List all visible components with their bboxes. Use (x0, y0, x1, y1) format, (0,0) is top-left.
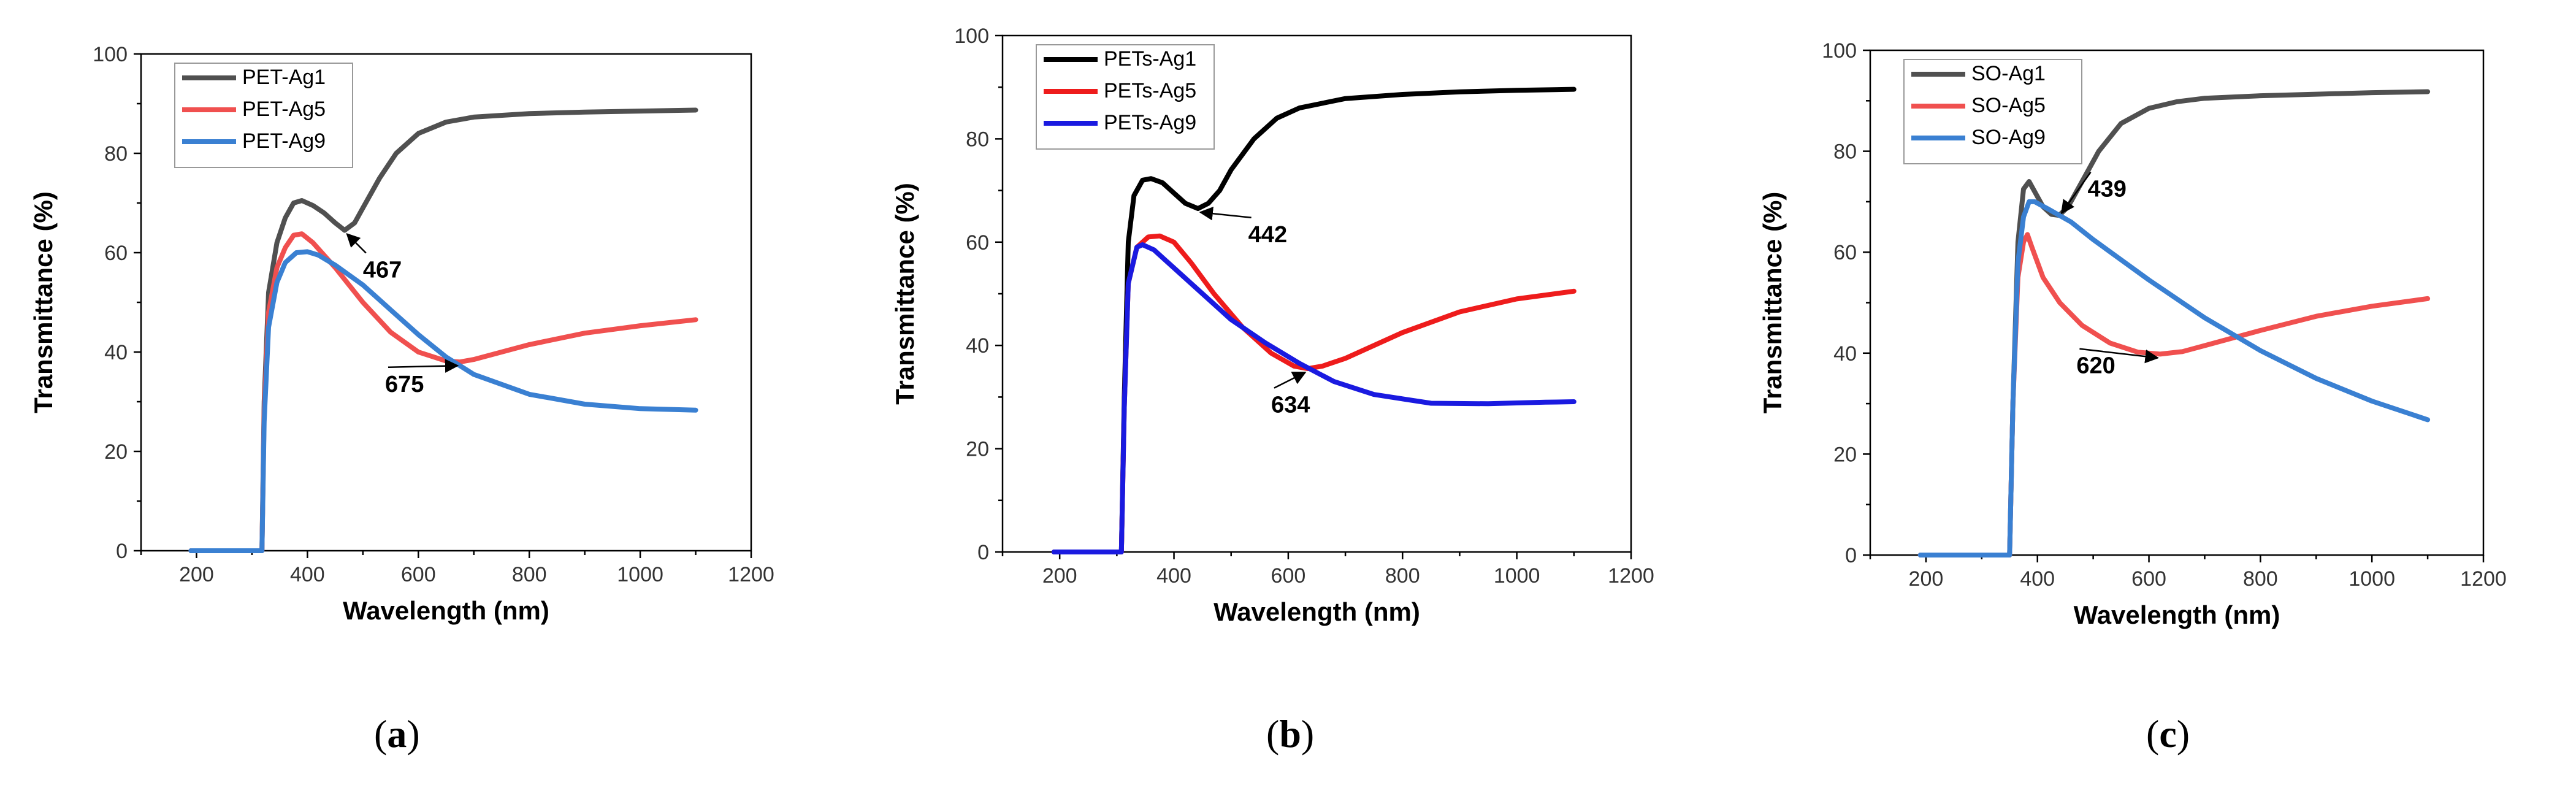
x-tick-label: 400 (1156, 564, 1191, 588)
annotation-arrow (388, 359, 459, 373)
x-tick-label: 600 (401, 563, 436, 586)
chart-c: 200 400 600 800 1000 1200 0 20 40 60 80 100 Waveleng… (1758, 39, 2507, 629)
y-tick-label: 100 (1822, 39, 1857, 63)
y-axis-title: Transmittance (%) (890, 183, 919, 405)
x-tick-label: 200 (179, 563, 214, 586)
series-line (1051, 86, 1577, 554)
annotation-label: 439 (2088, 177, 2127, 202)
y-tick-label: 20 (966, 438, 989, 461)
chart-b: 200 400 600 800 1000 1200 0 20 40 60 80 100 Waveleng… (890, 25, 1654, 626)
x-axis-title: Wavelength (nm) (2074, 600, 2280, 629)
caption-c: (c) (2146, 712, 2190, 756)
x-axis-title: Wavelength (nm) (343, 596, 549, 625)
x-tick-label: 1000 (1494, 564, 1540, 588)
legend-label: PETs-Ag9 (1104, 111, 1196, 134)
y-axis-title: Transmittance (%) (29, 191, 58, 413)
annotation-arrow (2060, 171, 2092, 215)
y-tick-label: 100 (954, 25, 989, 48)
annotation-label: 675 (385, 372, 424, 397)
annotation-arrow (1199, 206, 1252, 221)
y-tick-label: 40 (104, 341, 128, 364)
x-tick-label: 200 (1909, 567, 1944, 591)
x-tick-label: 800 (1385, 564, 1420, 588)
y-tick-label: 40 (966, 334, 989, 358)
x-tick-label: 1200 (1608, 564, 1654, 588)
legend-box (1903, 59, 2082, 164)
series-line (188, 249, 698, 553)
x-tick-label: 1000 (617, 563, 663, 586)
y-tick-label: 60 (1833, 241, 1857, 264)
y-tick-label: 100 (93, 43, 128, 66)
annotation-label: 467 (363, 258, 402, 283)
legend-label: SO-Ag9 (1971, 126, 2046, 149)
x-axis-title: Wavelength (nm) (1213, 597, 1420, 626)
x-tick-label: 600 (2131, 567, 2166, 591)
x-tick-label: 1000 (2349, 567, 2395, 591)
y-tick-label: 20 (1833, 443, 1857, 466)
y-tick-label: 0 (116, 540, 128, 563)
y-tick-label: 20 (104, 440, 128, 464)
caption-a: (a) (374, 712, 420, 756)
annotation-label: 620 (2076, 353, 2115, 379)
legend-label: PETs-Ag5 (1104, 79, 1196, 102)
caption-b: (b) (1266, 712, 1315, 756)
y-tick-label: 80 (966, 128, 989, 151)
legend-label: SO-Ag1 (1971, 62, 2046, 85)
y-tick-label: 60 (966, 231, 989, 255)
legend-label: PET-Ag1 (242, 66, 326, 89)
series-line (1917, 199, 2431, 557)
annotation-label: 634 (1271, 393, 1310, 418)
panel-b: 200 400 600 800 1000 1200 0 20 40 60 80 100 Waveleng… (858, 0, 1717, 793)
legend-box (174, 63, 353, 168)
x-tick-label: 200 (1042, 564, 1077, 588)
y-tick-label: 60 (104, 242, 128, 265)
y-tick-label: 80 (1833, 140, 1857, 164)
legend-label: PET-Ag5 (242, 98, 326, 121)
annotation-arrow (1274, 371, 1307, 389)
x-tick-label: 800 (2243, 567, 2278, 591)
panel-a: 200 400 600 800 1000 1200 0 20 40 60 80 100 Waveleng… (0, 0, 858, 793)
legend-label: PETs-Ag1 (1104, 47, 1196, 71)
x-tick-label: 400 (290, 563, 325, 586)
y-tick-label: 40 (1833, 342, 1857, 366)
x-tick-label: 400 (2020, 567, 2055, 591)
legend-label: PET-Ag9 (242, 129, 326, 153)
y-axis-title: Transmittance (%) (1758, 192, 1787, 414)
annotation-label: 442 (1248, 222, 1287, 248)
x-tick-label: 1200 (728, 563, 774, 586)
x-tick-label: 800 (512, 563, 547, 586)
chart-a: 200 400 600 800 1000 1200 0 20 40 60 80 100 Waveleng… (29, 43, 774, 625)
legend-box (1036, 44, 1215, 150)
series-line (1051, 233, 1577, 554)
panel-c: 200 400 600 800 1000 1200 0 20 40 60 80 100 Waveleng… (1717, 0, 2576, 793)
legend-label: SO-Ag5 (1971, 94, 2046, 117)
y-tick-label: 0 (977, 541, 989, 564)
x-tick-label: 600 (1271, 564, 1306, 588)
series-line (1051, 242, 1577, 554)
annotation-arrow (2079, 348, 2159, 364)
x-tick-label: 1200 (2460, 567, 2507, 591)
annotation-arrow (346, 232, 367, 254)
y-tick-label: 0 (1845, 544, 1857, 567)
y-tick-label: 80 (104, 142, 128, 166)
